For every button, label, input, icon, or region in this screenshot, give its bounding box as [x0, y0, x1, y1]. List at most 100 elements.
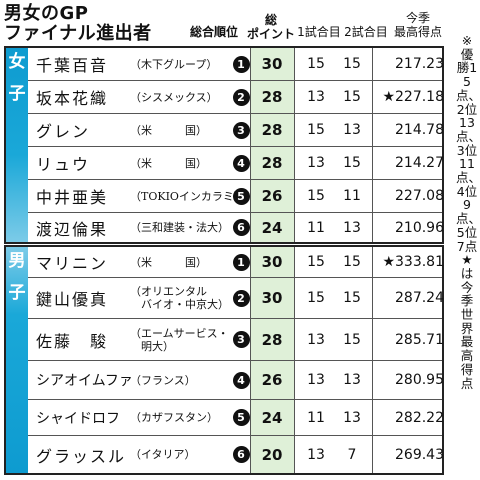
affiliation-text: （米 国） — [130, 156, 207, 170]
divider — [250, 48, 251, 242]
athlete-name: 佐藤 駿 — [36, 331, 109, 351]
divider — [294, 48, 295, 242]
affiliation-text: （TOKIOインカラミ） — [130, 189, 245, 203]
seg1-points: 11 — [307, 219, 325, 236]
athlete-name: 中井亜美 — [36, 188, 109, 207]
seg1-points: 13 — [307, 331, 325, 348]
season-best-score: 285.71 — [395, 331, 444, 348]
athlete-affiliation: （カザフスタン） — [130, 400, 236, 435]
seg1-points: 15 — [307, 122, 325, 138]
men-band: 男 子 — [6, 247, 28, 473]
season-best-score: 282.22 — [395, 409, 444, 426]
overall-rank: 3 — [232, 114, 250, 146]
season-best-score: 214.78 — [395, 122, 444, 138]
total-points: 28 — [261, 330, 283, 349]
seg2-points: 7 — [347, 446, 357, 463]
rank-badge: 3 — [232, 331, 250, 348]
table-row: 佐藤 駿 （エームサービス・ 明大） 3 28 13 15 285.71 — [28, 319, 444, 361]
overall-rank: 1 — [232, 247, 250, 277]
seg2-points: 15 — [343, 290, 361, 306]
affiliation-text: （三和建装・法大） — [130, 221, 229, 234]
table-row: グレン （米 国） 3 28 15 13 214.78 — [28, 114, 444, 147]
rank-badge: 4 — [232, 154, 250, 172]
total-points: 28 — [261, 88, 283, 106]
seg2-points: 11 — [343, 188, 361, 204]
table-row: シャイドロフ （カザフスタン） 5 24 11 13 282.22 — [28, 400, 444, 436]
season-best-score: 210.96 — [395, 219, 444, 236]
seg1-points: 15 — [307, 56, 325, 72]
rank-badge: 5 — [232, 409, 250, 426]
athlete-name: グラッスル — [36, 446, 127, 466]
women-section: 女 子 千葉百音 （木下グループ） 1 30 15 15 217.23 坂本花織 （シスメックス… — [4, 46, 444, 244]
seg2-points: 13 — [343, 219, 361, 236]
athlete-affiliation: （米 国） — [130, 114, 236, 146]
season-best-score: 280.95 — [395, 372, 444, 388]
seg2-points: 15 — [343, 254, 361, 270]
total-points: 24 — [261, 408, 283, 427]
women-label-char-2: 子 — [8, 84, 26, 104]
athlete-affiliation: （米 国） — [130, 247, 236, 277]
table-row: グラッスル （イタリア） 6 20 13 7 269.43 — [28, 436, 444, 473]
athlete-affiliation: （三和建装・法大） — [130, 213, 236, 242]
seg2-points: 15 — [343, 89, 361, 105]
athlete-affiliation: （オリエンタル バイオ・中京大） — [130, 278, 236, 318]
affiliation-text: （シスメックス） — [130, 90, 218, 104]
overall-rank: 5 — [232, 400, 250, 435]
total-points: 28 — [261, 154, 283, 172]
affiliation-text: （米 国） — [130, 123, 207, 137]
season-best-score: ★227.18 — [382, 89, 444, 105]
total-points: 26 — [261, 187, 283, 205]
seg1-points: 15 — [307, 188, 325, 204]
athlete-name: シャイドロフ — [36, 410, 120, 427]
athlete-affiliation: （イタリア） — [130, 436, 236, 473]
divider — [372, 48, 373, 242]
header-points-line2: ポイント — [246, 27, 295, 41]
season-best-score: 287.24 — [395, 290, 444, 306]
table-row: 坂本花織 （シスメックス） 2 28 13 15 ★227.18 — [28, 81, 444, 114]
athlete-name: 渡辺倫果 — [36, 219, 109, 239]
rank-badge: 1 — [232, 253, 250, 271]
seg1-points: 13 — [307, 372, 325, 388]
season-best-score: 227.08 — [395, 188, 444, 204]
overall-rank: 5 — [232, 180, 250, 212]
athlete-affiliation: （TOKIOインカラミ） — [130, 180, 245, 212]
header-rank: 総合順位 — [189, 25, 238, 39]
men-label-char-2: 子 — [8, 283, 26, 303]
table-row: 千葉百音 （木下グループ） 1 30 15 15 217.23 — [28, 48, 444, 81]
rank-badge: 6 — [232, 446, 250, 463]
overall-rank: 6 — [232, 213, 250, 242]
athlete-name: 鍵山優真 — [36, 290, 109, 309]
affiliation-text: （イタリア） — [130, 448, 196, 461]
athlete-name: シアオイムファ — [36, 373, 133, 389]
rank-badge: 2 — [232, 88, 250, 106]
header-seg1: 1試合目 — [297, 25, 341, 39]
overall-rank: 2 — [232, 81, 250, 113]
title-line-2: ファイナル進出者 — [4, 23, 152, 44]
athlete-name: 坂本花織 — [36, 89, 109, 108]
men-label-char-1: 男 — [8, 251, 26, 271]
rank-badge: 3 — [232, 121, 250, 139]
overall-rank: 1 — [232, 48, 250, 80]
rank-badge: 1 — [232, 55, 250, 73]
total-points: 26 — [261, 371, 283, 389]
women-label-char-1: 女 — [8, 52, 26, 72]
seg1-points: 13 — [307, 446, 325, 463]
rank-badge: 2 — [232, 289, 250, 307]
total-points: 30 — [261, 289, 283, 307]
athlete-name: マリニン — [36, 254, 109, 273]
table-row: 鍵山優真 （オリエンタル バイオ・中京大） 2 30 15 15 287.24 — [28, 278, 444, 319]
overall-rank: 4 — [232, 361, 250, 399]
rank-badge: 5 — [232, 187, 250, 205]
athlete-affiliation: （シスメックス） — [130, 81, 236, 113]
athlete-affiliation: （エームサービス・ 明大） — [130, 319, 236, 360]
overall-rank: 2 — [232, 278, 250, 318]
season-best-score: ★333.81 — [382, 254, 444, 270]
affiliation-text: （オリエンタル バイオ・中京大） — [130, 285, 229, 311]
seg1-points: 13 — [307, 89, 325, 105]
overall-rank: 3 — [232, 319, 250, 360]
athlete-affiliation: （フランス） — [130, 361, 236, 399]
athlete-affiliation: （木下グループ） — [130, 48, 236, 80]
rank-badge: 6 — [232, 219, 250, 236]
seg1-points: 15 — [307, 290, 325, 306]
scoring-note: ※優勝15点、2位13点、3位11点、4位9点、5位7点★は今季世界最高得点 — [456, 33, 480, 391]
